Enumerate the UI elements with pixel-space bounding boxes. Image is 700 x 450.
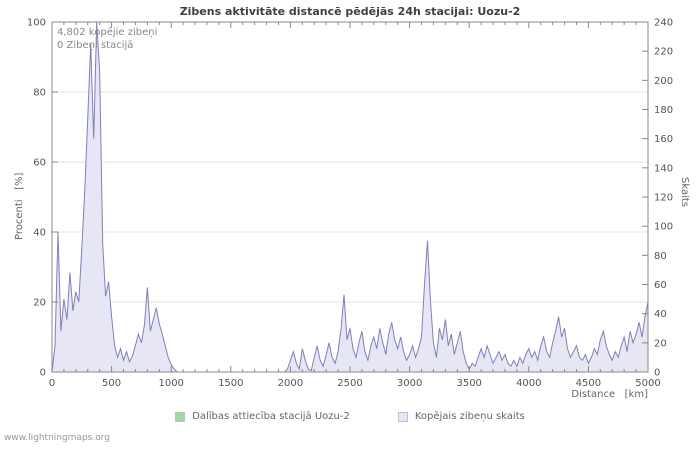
svg-text:100: 100 <box>27 18 46 29</box>
watermark-text: www.lightningmaps.org <box>4 433 110 443</box>
svg-text:160: 160 <box>654 134 673 145</box>
svg-text:40: 40 <box>654 309 667 320</box>
svg-text:200: 200 <box>654 76 673 87</box>
svg-text:140: 140 <box>654 163 673 174</box>
svg-text:60: 60 <box>33 158 46 169</box>
annotation-station-strikes: 0 Zibeņi stacijā <box>57 40 134 51</box>
svg-text:4500: 4500 <box>576 378 601 389</box>
svg-text:180: 180 <box>654 105 673 116</box>
svg-text:240: 240 <box>654 18 673 29</box>
y-axis-label-left: Procenti [%] <box>14 172 25 240</box>
svg-text:0: 0 <box>49 378 55 389</box>
legend-swatch-ratio <box>175 411 186 422</box>
svg-text:3000: 3000 <box>397 378 422 389</box>
svg-text:120: 120 <box>654 193 673 204</box>
svg-text:20: 20 <box>654 338 667 349</box>
svg-text:20: 20 <box>33 298 46 309</box>
svg-text:5000: 5000 <box>635 378 660 389</box>
chart-title: Zibens aktivitāte distancē pēdējās 24h s… <box>179 5 521 18</box>
legend-label-ratio: Dalības attiecība stacijā Uozu-2 <box>192 411 350 422</box>
svg-text:80: 80 <box>654 251 667 262</box>
annotation-total-strikes: 4,802 kopējie zibeņi <box>57 27 158 38</box>
svg-text:0: 0 <box>40 368 46 379</box>
svg-text:40: 40 <box>33 228 46 239</box>
svg-text:1500: 1500 <box>218 378 243 389</box>
y-axis-label-right: Skaits <box>679 177 690 207</box>
x-axis-label: Distance [km] <box>571 389 648 400</box>
svg-text:1000: 1000 <box>158 378 183 389</box>
svg-text:2500: 2500 <box>337 378 362 389</box>
svg-text:60: 60 <box>654 280 667 291</box>
svg-text:3500: 3500 <box>456 378 481 389</box>
legend-swatch-count <box>397 411 408 422</box>
legend: Dalības attiecība stacijā Uozu-2 Kopējai… <box>0 411 700 422</box>
legend-label-count: Kopējais zibeņu skaits <box>414 411 525 422</box>
svg-text:0: 0 <box>654 368 660 379</box>
legend-item-ratio: Dalības attiecība stacijā Uozu-2 <box>175 411 350 422</box>
svg-text:80: 80 <box>33 88 46 99</box>
svg-text:4000: 4000 <box>516 378 541 389</box>
legend-item-count: Kopējais zibeņu skaits <box>397 411 525 422</box>
svg-text:220: 220 <box>654 47 673 58</box>
svg-text:100: 100 <box>654 222 673 233</box>
svg-text:500: 500 <box>102 378 121 389</box>
svg-text:2000: 2000 <box>278 378 303 389</box>
